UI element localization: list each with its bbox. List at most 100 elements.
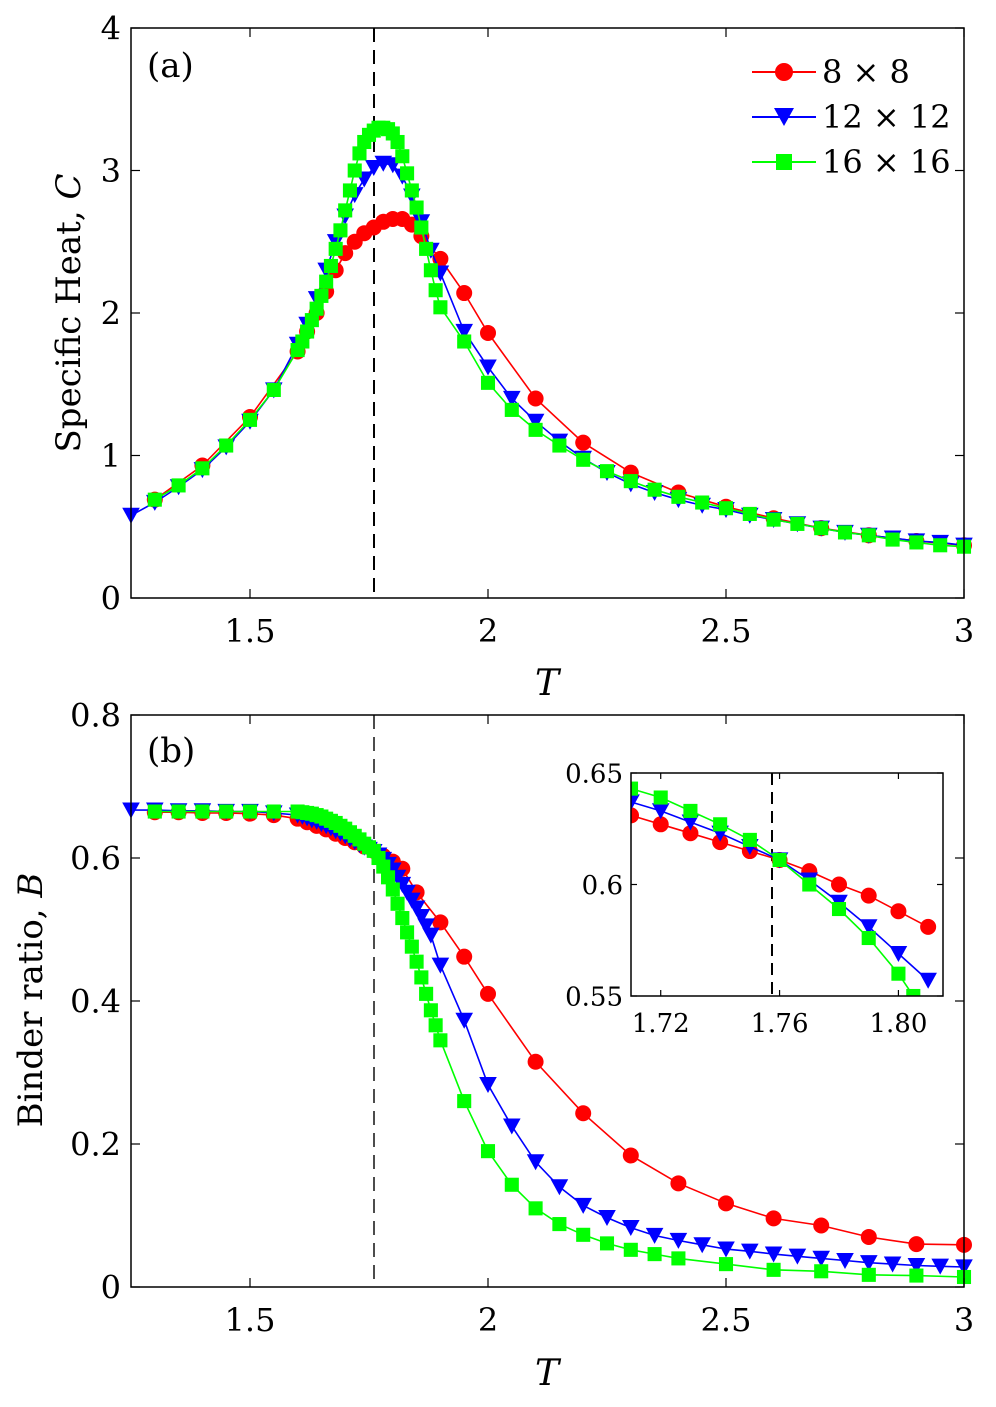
panel-a-xtick-label-0: 1.5 bbox=[225, 612, 276, 650]
panel-b-series-16x16-point-31 bbox=[409, 954, 424, 969]
panel-b-series-16x16-point-39 bbox=[504, 1177, 519, 1192]
panel-a-series-16x16-point-52 bbox=[814, 521, 829, 536]
panel-a-series-16x16 bbox=[147, 120, 972, 554]
panel-a-series-16x16-point-5 bbox=[266, 382, 281, 397]
panel-a-series-12x12-point-23 bbox=[455, 323, 473, 340]
panel-b-series-16x16-point-36 bbox=[433, 1033, 448, 1048]
panel-a-series-16x16-point-4 bbox=[242, 412, 258, 427]
panel-b-series-16x16-point-42 bbox=[576, 1227, 591, 1242]
panel-b-series-12x12-point-47 bbox=[693, 1237, 711, 1254]
legend-label-16x16: 16 × 16 bbox=[822, 143, 951, 181]
panel-b-series-12x12-point-38 bbox=[479, 1077, 497, 1094]
panel-a-series-16x16-point-10 bbox=[309, 301, 324, 316]
panel-b-series-12x12-point-54 bbox=[860, 1255, 878, 1272]
panel-b-xtick-label-0: 1.5 bbox=[225, 1301, 276, 1339]
panel-b-xtick-label-3: 3 bbox=[954, 1301, 974, 1339]
inset-series-8x8-point-2 bbox=[682, 825, 699, 842]
panel-b-series-12x12-point-39 bbox=[503, 1118, 521, 1135]
panel-b-label: (b) bbox=[147, 731, 195, 771]
panel-b-series-8x8-point-21 bbox=[480, 985, 496, 1002]
panel-a-xtick-label-2: 2.5 bbox=[701, 612, 752, 650]
panel-a-series-16x16-point-11 bbox=[314, 288, 329, 303]
panel-b-series-8x8-point-19 bbox=[432, 914, 449, 931]
panel-b-series-12x12-point-51 bbox=[788, 1248, 807, 1265]
inset-background bbox=[631, 773, 943, 996]
panel-b-series-8x8-point-20 bbox=[456, 948, 473, 965]
panel-a-series-16x16-point-55 bbox=[885, 532, 900, 547]
panel-b-series-16x16-point-44 bbox=[623, 1242, 638, 1257]
panel-b-xtick-label-2: 2.5 bbox=[701, 1301, 752, 1339]
panel-a-xlabel: T bbox=[535, 663, 562, 704]
panel-b-series-8x8-point-24 bbox=[622, 1147, 639, 1164]
panel-b-series-16x16-point-37 bbox=[457, 1094, 472, 1109]
panel-b-ylabel: Binder ratio, B bbox=[11, 873, 51, 1128]
inset-series-16x16-point-0 bbox=[631, 781, 639, 796]
panel-a-ytick-label-2: 2 bbox=[101, 295, 121, 333]
panel-b-ytick-label-0: 0 bbox=[101, 1269, 121, 1307]
panel-a-series-12x12-point-24 bbox=[479, 359, 497, 376]
inset-series-16x16-point-4 bbox=[742, 832, 757, 847]
panel-b-series-16x16-point-32 bbox=[414, 970, 429, 985]
panel-b-ytick-label-2: 0.4 bbox=[70, 983, 121, 1021]
panel-a-series-16x16-point-19 bbox=[352, 146, 367, 161]
panel-a-series-8x8-point-18 bbox=[456, 285, 473, 302]
legend: 8 × 8 12 × 12 16 × 16 bbox=[734, 46, 951, 188]
panel-b-series-12x12-point-41 bbox=[550, 1179, 569, 1196]
panel-b-ytick-label-3: 0.6 bbox=[70, 840, 121, 878]
panel-a-series-16x16-point-27 bbox=[390, 134, 405, 150]
panel-b-series-16x16-point-28 bbox=[395, 911, 410, 926]
panel-b-series-16x16-point-24 bbox=[376, 859, 391, 874]
panel-b-series-16x16-point-5 bbox=[266, 804, 281, 819]
inset-xtick-label-1: 1.76 bbox=[751, 1009, 809, 1039]
panel-b-series-12x12-point-53 bbox=[836, 1252, 854, 1269]
panel-a-series-16x16-point-41 bbox=[552, 438, 567, 453]
panel-b-series-8x8-point-30 bbox=[908, 1236, 925, 1253]
panel-b-series-12x12-point-55 bbox=[883, 1256, 902, 1273]
panel-b-series-12x12-point-33 bbox=[412, 909, 431, 926]
panel-a-ylabel-text: Specific Heat, bbox=[49, 200, 89, 453]
inset-series-12x12-point-0 bbox=[631, 794, 640, 811]
panel-b-series-16x16-point-1 bbox=[171, 804, 186, 819]
inset-series-16x16-point-1 bbox=[653, 790, 668, 805]
panel-a-series-16x16-point-40 bbox=[528, 422, 543, 437]
inset-series-12x12-point-10 bbox=[919, 972, 937, 989]
panel-a-series-8x8-point-19 bbox=[480, 324, 496, 341]
panel-b-series-12x12-point-50 bbox=[764, 1246, 783, 1263]
panel-b-series-12x12-point-46 bbox=[669, 1232, 688, 1249]
panel-b-series-16x16-point-25 bbox=[381, 870, 396, 885]
inset-series-12x12-point-2 bbox=[681, 814, 700, 831]
panel-a-series-16x16-point-37 bbox=[457, 334, 472, 349]
panel-a-ytick-label-3: 3 bbox=[101, 152, 121, 190]
panel-b-series-12x12-point-34 bbox=[417, 918, 435, 935]
panel-b-series-16x16-point-4 bbox=[242, 804, 258, 819]
inset-series-8x8-point-3 bbox=[712, 834, 729, 851]
panel-a-series-16x16-point-16 bbox=[338, 203, 353, 218]
panel-b-series-12x12-point-48 bbox=[717, 1241, 735, 1258]
panel-a-series-16x16-point-36 bbox=[433, 300, 448, 315]
panel-a-ylabel: Specific Heat, C bbox=[49, 174, 89, 453]
inset-series-16x16-point-8 bbox=[861, 930, 876, 946]
panel-a-series-16x16-point-28 bbox=[395, 149, 410, 164]
panel-b-series-16x16-point-46 bbox=[671, 1251, 686, 1266]
panel-a-series-16x16-point-38 bbox=[480, 375, 496, 390]
panel-a-series-16x16-point-46 bbox=[671, 489, 686, 504]
inset-series-16x16 bbox=[631, 781, 921, 996]
panel-a-ylabel-var: C bbox=[49, 174, 89, 200]
panel-a-series-16x16-point-39 bbox=[504, 402, 519, 417]
panel-a-series-12x12-point-26 bbox=[526, 413, 545, 430]
panel-a-ytick-label-1: 1 bbox=[101, 437, 121, 475]
panel-b-series-16x16-point-50 bbox=[861, 1267, 876, 1282]
panel-a-series-16x16-point-30 bbox=[404, 183, 419, 198]
panel-b-ylabel-var: B bbox=[11, 873, 51, 899]
panel-a-series-16x16-point-12 bbox=[319, 274, 334, 289]
panel-a-ytick-label-0: 0 bbox=[101, 580, 121, 618]
panel-b-series-16x16-point-49 bbox=[814, 1264, 829, 1279]
panel-b-series-8x8-point-26 bbox=[718, 1195, 734, 1212]
panel-a-series-16x16-point-13 bbox=[323, 258, 338, 274]
inset-series-16x16-point-2 bbox=[683, 803, 698, 818]
panel-a-series-16x16-point-34 bbox=[423, 263, 438, 278]
panel-a-series-16x16-point-29 bbox=[400, 166, 415, 181]
panel-b-series-16x16-point-27 bbox=[390, 896, 405, 911]
panel-b-xlabel: T bbox=[535, 1353, 562, 1394]
panel-b-ytick-label-4: 0.8 bbox=[70, 697, 121, 735]
